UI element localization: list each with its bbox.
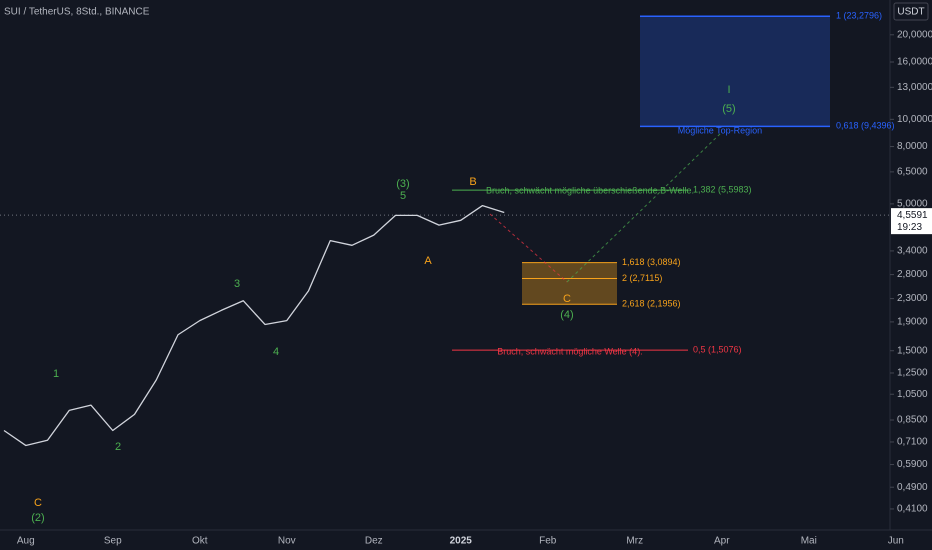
level-label: 2 (2,7115) <box>622 273 662 283</box>
projection <box>489 213 568 283</box>
y-tick-label: 1,9000 <box>897 317 928 328</box>
level-label: 1,618 (3,0894) <box>622 257 681 267</box>
y-tick-label: 13,0000 <box>897 82 932 93</box>
x-tick-label: Mai <box>801 536 817 547</box>
level-label: 1 (23,2796) <box>836 11 882 21</box>
last-price-box <box>891 208 932 235</box>
plot: 1 (23,2796) 0,618 (9,4396) 1,382 (5,5983) 1… <box>0 11 932 447</box>
wave-label: (2) <box>31 512 44 524</box>
wave-label: (3) <box>396 178 409 190</box>
y-tick-label: 10,0000 <box>897 114 932 125</box>
x-tick-label: Aug <box>17 536 35 547</box>
level-label: 0,618 (9,4396) <box>836 121 895 131</box>
x-tick-label: Feb <box>539 536 557 547</box>
y-tick-label: 0,4100 <box>897 504 928 515</box>
currency-box[interactable] <box>893 2 929 21</box>
wave-label: 3 <box>234 278 240 290</box>
price-axis <box>890 0 932 550</box>
x-tick-label: Jun <box>888 536 904 547</box>
y-tick-label: 2,8000 <box>897 269 928 280</box>
y-tick-label: 6,5000 <box>897 167 928 178</box>
y-tick-label: 0,5900 <box>897 459 928 470</box>
x-tick-label: Sep <box>104 536 122 547</box>
y-tick-label: 20,0000 <box>897 29 932 40</box>
target-zone <box>640 16 830 127</box>
x-tick-label: Apr <box>714 536 730 547</box>
wave-label: C <box>563 293 571 305</box>
wave-label: B <box>469 176 476 188</box>
x-tick-label: Okt <box>192 536 208 547</box>
y-tick-label: 1,0500 <box>897 389 928 400</box>
wave-label: (4) <box>560 309 573 321</box>
wave-label: (5) <box>722 103 735 115</box>
price-line <box>3 204 505 447</box>
x-tick-label: 2025 <box>450 536 473 547</box>
y-tick-label: 16,0000 <box>897 57 932 68</box>
y-tick-label: 1,5000 <box>897 345 928 356</box>
wave-label: 1 <box>53 368 59 380</box>
y-tick-label: 2,3000 <box>897 293 928 304</box>
y-tick-label: 8,0000 <box>897 141 928 152</box>
y-tick-label: 5,0000 <box>897 199 928 210</box>
wave-label: 4 <box>273 346 279 358</box>
x-tick-label: Mrz <box>626 536 643 547</box>
level-label: 2,618 (2,1956) <box>622 299 681 309</box>
y-tick-label: 0,8500 <box>897 415 928 426</box>
x-tick-label: Nov <box>278 536 296 547</box>
annotation: Bruch, schwächt mögliche Welle (4). <box>497 346 642 356</box>
level-label: 1,382 (5,5983) <box>693 184 752 194</box>
wave-label: A <box>424 255 432 267</box>
wave-label: C <box>34 497 42 509</box>
chart-title: SUI / TetherUS, 8Std., BINANCE <box>4 7 150 18</box>
currency: USDT <box>897 7 924 18</box>
level-label: 0,5 (1,5076) <box>693 344 742 354</box>
last-price: 4,5591 <box>897 210 928 221</box>
y-tick-label: 3,4000 <box>897 246 928 257</box>
annotation: Mögliche Top-Region <box>678 125 762 135</box>
wave-label: 2 <box>115 441 121 453</box>
wave-label: 5 <box>400 190 406 202</box>
axes: 20,0000 16,0000 13,0000 10,0000 8,0000 6,5000… <box>17 29 932 546</box>
countdown: 19:23 <box>897 222 922 233</box>
zones <box>522 16 830 305</box>
y-tick-label: 0,7100 <box>897 437 928 448</box>
wave-label: I <box>727 84 730 96</box>
target-zone <box>522 262 617 305</box>
y-tick-label: 1,2500 <box>897 368 928 379</box>
annotation: Bruch, schwächt mögliche überschießende … <box>486 185 694 195</box>
x-tick-label: Dez <box>365 536 383 547</box>
y-tick-label: 0,4900 <box>897 482 928 493</box>
